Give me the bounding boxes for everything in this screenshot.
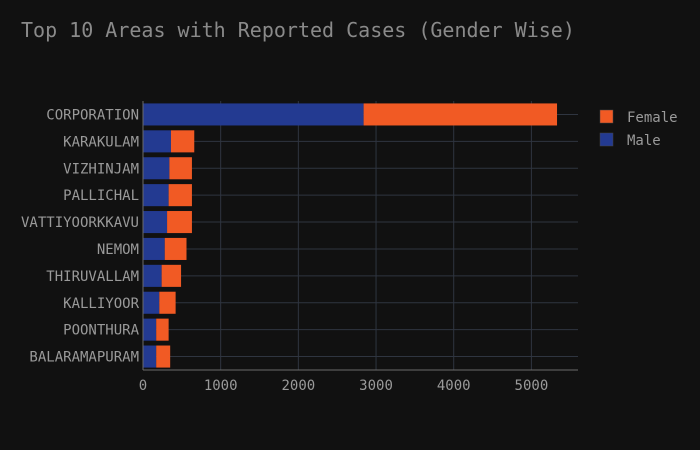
legend-swatch-male <box>599 132 614 147</box>
y-tick-label: NEMOM <box>97 242 139 258</box>
bar-female-balaramapuram <box>156 345 171 368</box>
bar-male-balaramapuram <box>143 345 157 368</box>
x-tick-label: 2000 <box>281 378 315 394</box>
x-tick-label: 3000 <box>359 378 393 394</box>
x-tick-label: 5000 <box>515 378 549 394</box>
bar-female-vizhinjam <box>169 157 192 180</box>
bar-female-karakulam <box>170 130 195 153</box>
bar-female-nemom <box>164 237 187 260</box>
y-tick-label: PALLICHAL <box>63 188 139 204</box>
bar-male-thiruvallam <box>143 264 162 287</box>
bar-male-pallichal <box>143 184 169 207</box>
bar-female-kalliyoor <box>159 291 176 314</box>
y-tick-label: KALLIYOOR <box>63 296 139 312</box>
y-tick-label: CORPORATION <box>46 107 139 123</box>
y-tick-label: THIRUVALLAM <box>46 269 139 285</box>
bar-male-nemom <box>143 237 165 260</box>
bar-male-poonthura <box>143 318 157 341</box>
y-tick-label: VATTIYOORKKAVU <box>21 215 139 231</box>
legend-swatch-female <box>599 109 614 124</box>
bar-male-vattiyoorkkavu <box>143 211 168 234</box>
bar-male-vizhinjam <box>143 157 170 180</box>
x-tick-label: 0 <box>139 378 147 394</box>
bar-female-corporation <box>363 103 558 126</box>
bar-male-karakulam <box>143 130 171 153</box>
x-tick-label: 4000 <box>437 378 471 394</box>
y-tick-label: POONTHURA <box>63 323 139 339</box>
bar-layer <box>143 103 558 368</box>
bar-female-pallichal <box>168 184 192 207</box>
bar-female-vattiyoorkkavu <box>167 211 192 234</box>
bar-male-kalliyoor <box>143 291 160 314</box>
y-tick-label: BALARAMAPURAM <box>29 350 139 366</box>
chart-title: Top 10 Areas with Reported Cases (Gender… <box>21 18 575 42</box>
bar-female-thiruvallam <box>161 264 182 287</box>
y-tick-label: KARAKULAM <box>63 134 139 150</box>
bar-female-poonthura <box>156 318 169 341</box>
axis-layer: CORPORATION KARAKULAM VIZHINJAM PALLICHAL VA… <box>21 101 578 394</box>
grid-layer <box>143 101 578 370</box>
legend: Female Male <box>599 109 678 149</box>
legend-label-male: Male <box>627 133 661 149</box>
y-tick-label: VIZHINJAM <box>63 161 139 177</box>
bar-male-corporation <box>143 103 364 126</box>
legend-label-female: Female <box>627 110 678 126</box>
x-tick-label: 1000 <box>204 378 238 394</box>
